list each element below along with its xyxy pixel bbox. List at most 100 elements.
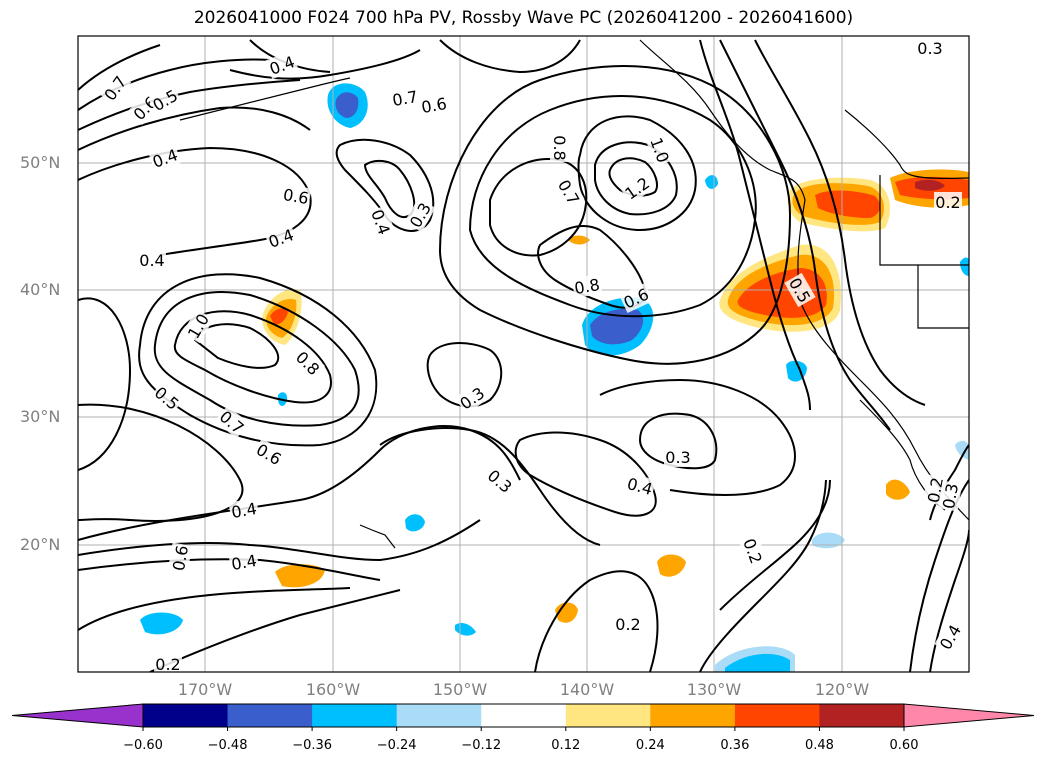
contour-label: 0.6 <box>420 94 448 117</box>
negative-anomaly-southwest <box>140 612 183 635</box>
contour-label-bg <box>291 346 325 380</box>
contour-label: 0.2 <box>935 193 960 212</box>
contour-label: 0.4 <box>139 251 164 270</box>
contour-label-bg <box>264 223 298 253</box>
contour-label-bg <box>154 654 182 674</box>
negative-anomaly-small-4 <box>705 175 718 189</box>
contour-label: 1.2 <box>621 173 653 203</box>
shaded-anomalies <box>140 83 969 672</box>
lon-label-140w: 140°W <box>559 680 615 699</box>
colorbar-tick-label: −0.60 <box>123 738 163 753</box>
pv-contours <box>78 39 969 672</box>
colorbar-tick-label: 0.36 <box>720 738 750 753</box>
contour-label-bg <box>645 133 675 167</box>
positive-anomaly-small-3 <box>886 479 910 500</box>
colorbar-tick-label: −0.12 <box>461 738 502 753</box>
contour-label: 0.3 <box>456 383 488 413</box>
negative-anomaly-central <box>582 297 654 356</box>
contour-label-bg <box>934 619 966 655</box>
contour-label-bg <box>366 205 396 239</box>
contour-label-bg <box>614 614 642 634</box>
contour-label: 0.6 <box>282 185 310 208</box>
lat-label-30n: 30°N <box>20 407 61 426</box>
contour-label: 0.2 <box>155 655 180 674</box>
contour-label: 0.4 <box>230 551 258 574</box>
contour-label: 0.3 <box>406 199 435 231</box>
negative-anomaly-edge-1 <box>955 440 969 460</box>
negative-anomaly-south <box>725 653 790 672</box>
lon-label-160w: 160°W <box>305 680 361 699</box>
contour-label: 0.6 <box>169 544 192 572</box>
contour-label-bg <box>454 381 490 415</box>
contour-label-bg <box>149 381 185 415</box>
contour-label-bg <box>553 174 585 210</box>
lat-label-50n: 50°N <box>20 153 61 172</box>
negative-anomaly-small-5 <box>455 622 476 636</box>
contour-label: 0.3 <box>484 466 516 497</box>
contour-label-bg <box>98 70 132 106</box>
contour-label-bg <box>214 405 250 439</box>
contour-label: 0.7 <box>391 87 419 110</box>
colorbar-tick-label: −0.48 <box>207 738 248 753</box>
contour-label-bg <box>228 497 260 523</box>
contour-label: 0.8 <box>573 275 601 298</box>
contour-label-bg <box>251 438 287 470</box>
contour-label-bg <box>404 197 436 233</box>
colorbar-tick-label: 0.24 <box>635 738 665 753</box>
negative-anomaly-small-3 <box>812 532 845 549</box>
contour-label: 0.4 <box>230 499 258 522</box>
contour-label-bg <box>265 50 299 80</box>
contour-label: 0.5 <box>151 383 183 414</box>
contour-label-bg <box>167 542 193 574</box>
contour-label-bg <box>148 143 182 173</box>
contour-label-bg <box>619 283 653 313</box>
positive-anomaly-south <box>275 564 325 588</box>
contour-label-bg <box>784 272 816 308</box>
contour-label-bg <box>389 85 421 111</box>
lon-label-150w: 150°W <box>432 680 488 699</box>
contour-label: 0.3 <box>917 39 942 58</box>
lat-label-20n: 20°N <box>20 535 61 554</box>
contour-label-bg <box>228 549 260 575</box>
contour-label-bg <box>738 534 768 568</box>
negative-anomaly-aleutian <box>327 83 368 128</box>
contour-label-bg <box>147 84 183 116</box>
contour-label: 0.3 <box>665 448 690 467</box>
contour-label: 0.8 <box>292 348 323 379</box>
contour-label-bg <box>623 472 657 500</box>
positive-anomaly-small-4 <box>568 235 590 245</box>
contour-label-bg <box>937 480 963 512</box>
contour-labels: 0.70.60.50.40.40.7 0.60.60.4 0.30.40.40.80… <box>98 38 966 674</box>
colorbar-tick-label: 0.48 <box>804 738 834 753</box>
contour-label: 0.4 <box>625 474 655 499</box>
negative-anomaly-edge-2 <box>960 257 969 276</box>
contour-label-bg <box>916 38 944 58</box>
contour-label: 0.2 <box>615 615 640 634</box>
lat-label-40n: 40°N <box>20 280 61 299</box>
contour-label-bg <box>571 273 603 299</box>
lon-label-120w: 120°W <box>814 680 870 699</box>
map-title: 2026041000 F024 700 hPa PV, Rossby Wave … <box>193 8 854 28</box>
lon-label-170w: 170°W <box>177 680 233 699</box>
contour-label-bg <box>280 183 312 209</box>
contour-label-bg <box>619 171 655 205</box>
negative-anomaly-small-1 <box>405 514 425 532</box>
positive-anomaly-small-2 <box>657 554 686 577</box>
contour-label-bg <box>482 464 518 498</box>
colorbar-tick-label: −0.36 <box>292 738 333 753</box>
colorbar-tick-label: 0.12 <box>551 738 581 753</box>
contour-label-bg <box>182 308 214 344</box>
contour-label: 1.0 <box>184 310 213 342</box>
contour-label-bg <box>138 250 166 270</box>
colorbar-tick-label: −0.24 <box>376 738 417 753</box>
colorbar-tick-label: 0.60 <box>889 738 919 753</box>
contour-label: 0.3 <box>939 482 962 510</box>
map-frame <box>77 35 970 673</box>
positive-anomaly-small-1 <box>555 602 578 623</box>
contour-label: 0.8 <box>550 135 569 160</box>
contour-label-bg <box>934 192 962 212</box>
contour-label-bg <box>664 447 692 467</box>
contour-label: 0.7 <box>216 407 248 438</box>
lon-label-130w: 130°W <box>686 680 742 699</box>
